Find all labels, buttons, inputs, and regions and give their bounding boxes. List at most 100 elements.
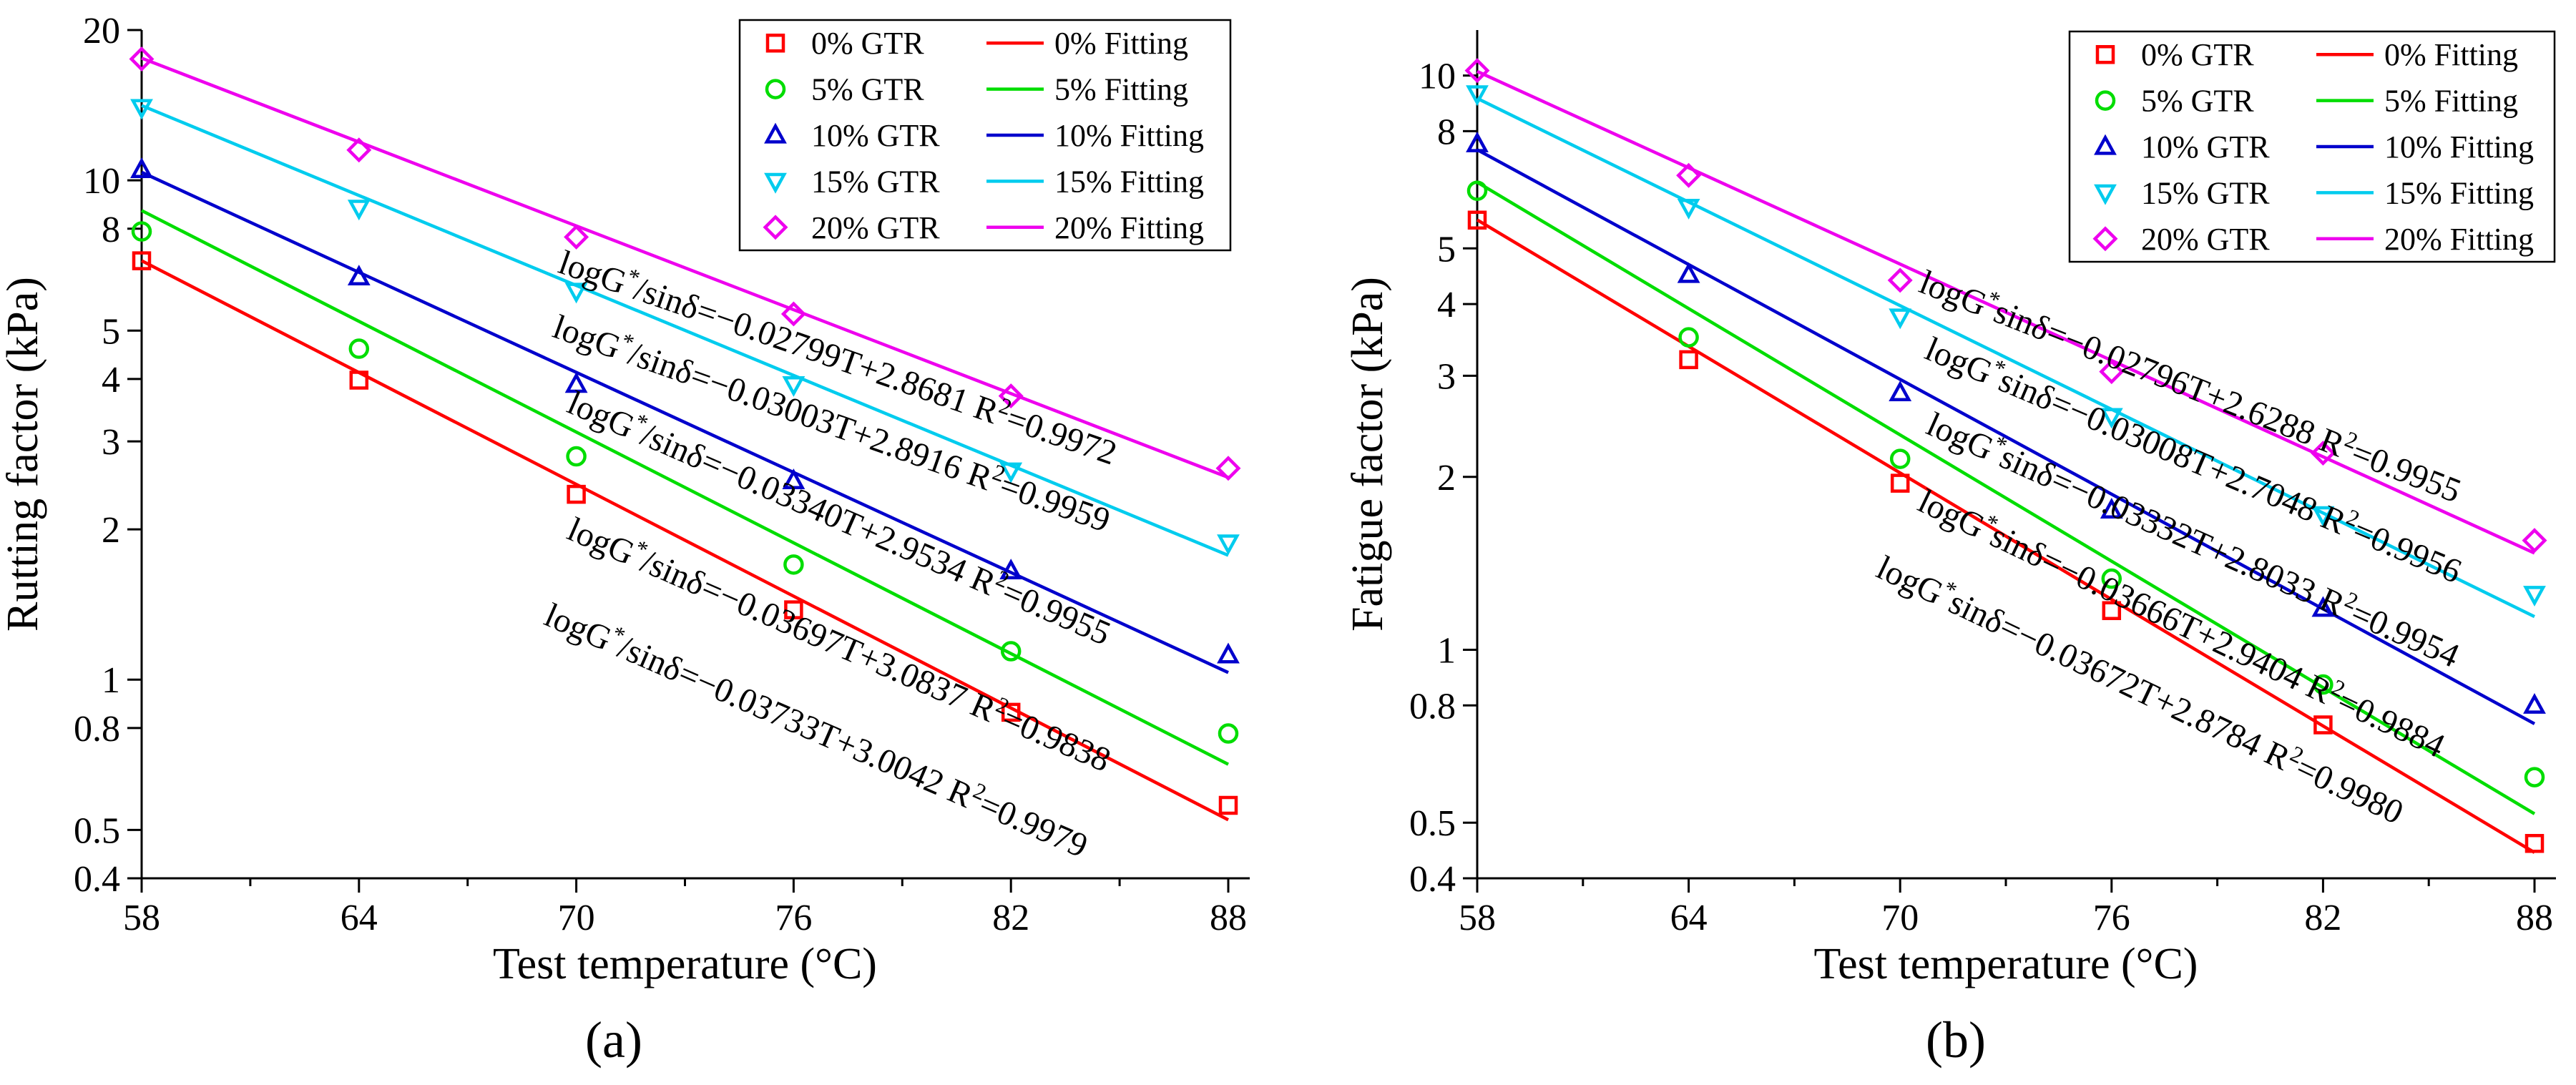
y-tick-label: 0.4 xyxy=(1409,859,1456,900)
x-tick-label: 58 xyxy=(123,898,160,938)
x-tick-label: 82 xyxy=(2304,898,2341,938)
y-tick-label: 1 xyxy=(1437,630,1456,671)
data-point xyxy=(1889,448,1911,469)
fit-line xyxy=(141,104,1229,557)
data-point xyxy=(1217,534,1240,556)
y-tick-label: 3 xyxy=(1437,356,1456,397)
data-point xyxy=(783,554,804,575)
y-tick-label: 4 xyxy=(102,360,120,401)
y-tick-label: 0.4 xyxy=(74,859,120,900)
legend-label: 20% GTR xyxy=(811,210,940,245)
x-tick-label: 76 xyxy=(775,898,812,938)
fit-line xyxy=(1476,218,2536,854)
y-tick-label: 2 xyxy=(1437,458,1456,499)
y-tick-label: 0.5 xyxy=(74,810,120,851)
data-point xyxy=(1215,456,1241,481)
x-tick-label: 64 xyxy=(341,898,378,938)
data-point xyxy=(131,221,152,242)
data-point xyxy=(132,251,152,270)
data-point xyxy=(1890,473,1910,493)
y-tick-label: 0.8 xyxy=(1409,686,1456,727)
x-tick-label: 58 xyxy=(1459,898,1496,938)
y-tick-label: 0.8 xyxy=(74,709,120,750)
legend-label: 5% GTR xyxy=(2141,84,2254,119)
data-point xyxy=(999,559,1023,579)
legend: 0% GTR 0% Fitting 5% GTR 5% Fitting 10% GTR 1… xyxy=(2068,30,2556,263)
data-point xyxy=(347,265,371,286)
legend-marker xyxy=(2092,226,2118,252)
data-point xyxy=(1001,702,1021,722)
data-point xyxy=(1466,131,1489,152)
y-tick-label: 5 xyxy=(1437,229,1456,270)
legend-label: 20% Fitting xyxy=(1054,210,1204,245)
x-tick-label: 76 xyxy=(2093,898,2130,938)
data-point xyxy=(1889,381,1912,402)
legend-marker xyxy=(764,122,787,144)
y-tick-label: 8 xyxy=(1437,112,1456,152)
fit-line xyxy=(141,170,1229,674)
data-point xyxy=(998,383,1024,409)
fit-line xyxy=(1476,69,2535,555)
legend-marker xyxy=(765,79,786,99)
data-point xyxy=(1677,262,1700,283)
data-point xyxy=(564,283,588,304)
data-point xyxy=(2102,601,2122,620)
x-tick-label: 88 xyxy=(1210,898,1247,938)
data-point xyxy=(1677,198,1700,220)
data-point xyxy=(566,446,587,467)
x-tick-label: 64 xyxy=(1670,898,1708,938)
legend-label: 15% GTR xyxy=(811,164,940,199)
y-axis-title: Fatigue factor (kPa) xyxy=(1343,277,1392,632)
data-point xyxy=(1678,327,1699,348)
data-point xyxy=(1466,85,1489,107)
legend-label: 10% GTR xyxy=(811,118,940,153)
legend-marker xyxy=(2094,184,2117,205)
data-point xyxy=(2523,692,2546,714)
data-point xyxy=(2524,834,2545,853)
legend-label: 0% GTR xyxy=(811,26,924,61)
data-point xyxy=(1464,58,1490,84)
data-point xyxy=(567,484,586,504)
legend-box xyxy=(738,19,1232,252)
legend-marker xyxy=(2094,134,2117,155)
y-tick-label: 10 xyxy=(83,161,120,202)
data-point xyxy=(1218,795,1238,815)
data-point xyxy=(2313,674,2333,695)
data-point xyxy=(782,468,805,490)
y-axis-title: Rutting factor (kPa) xyxy=(0,277,47,632)
y-tick-label: 10 xyxy=(1419,57,1456,97)
data-point xyxy=(347,200,371,221)
legend: 0% GTR 0% Fitting 5% GTR 5% Fitting 10% GTR 1… xyxy=(738,19,1232,252)
data-point xyxy=(2101,568,2122,589)
x-axis-title: Test temperature (°C) xyxy=(1814,940,2198,988)
data-point xyxy=(2311,506,2335,527)
panel-label-a: (a) xyxy=(585,1011,642,1069)
data-point xyxy=(2310,441,2336,466)
data-point xyxy=(2313,715,2333,735)
data-point xyxy=(1887,267,1913,293)
data-point xyxy=(348,338,370,359)
fit-line xyxy=(1476,97,2535,619)
legend-label: 10% Fitting xyxy=(1054,118,1204,153)
data-point xyxy=(2099,359,2125,385)
fit-line xyxy=(140,259,1230,822)
legend-label: 5% GTR xyxy=(811,72,924,107)
data-point xyxy=(2524,767,2545,787)
y-tick-label: 20 xyxy=(83,11,120,51)
data-point xyxy=(1218,723,1239,744)
data-point xyxy=(564,224,589,250)
legend-label: 0% Fitting xyxy=(1054,26,1188,61)
panel-label-b: (b) xyxy=(1926,1011,1986,1069)
y-tick-label: 2 xyxy=(102,510,120,551)
fit-line xyxy=(1476,180,2536,815)
legend-marker xyxy=(763,215,788,240)
data-point xyxy=(784,600,803,619)
data-point xyxy=(780,301,806,327)
data-point xyxy=(999,462,1023,483)
data-point xyxy=(2100,408,2123,429)
fit-line xyxy=(140,209,1230,766)
data-point xyxy=(2522,528,2547,554)
x-axis-title: Test temperature (°C) xyxy=(493,940,877,988)
data-point xyxy=(1676,162,1702,188)
data-point xyxy=(782,376,805,397)
